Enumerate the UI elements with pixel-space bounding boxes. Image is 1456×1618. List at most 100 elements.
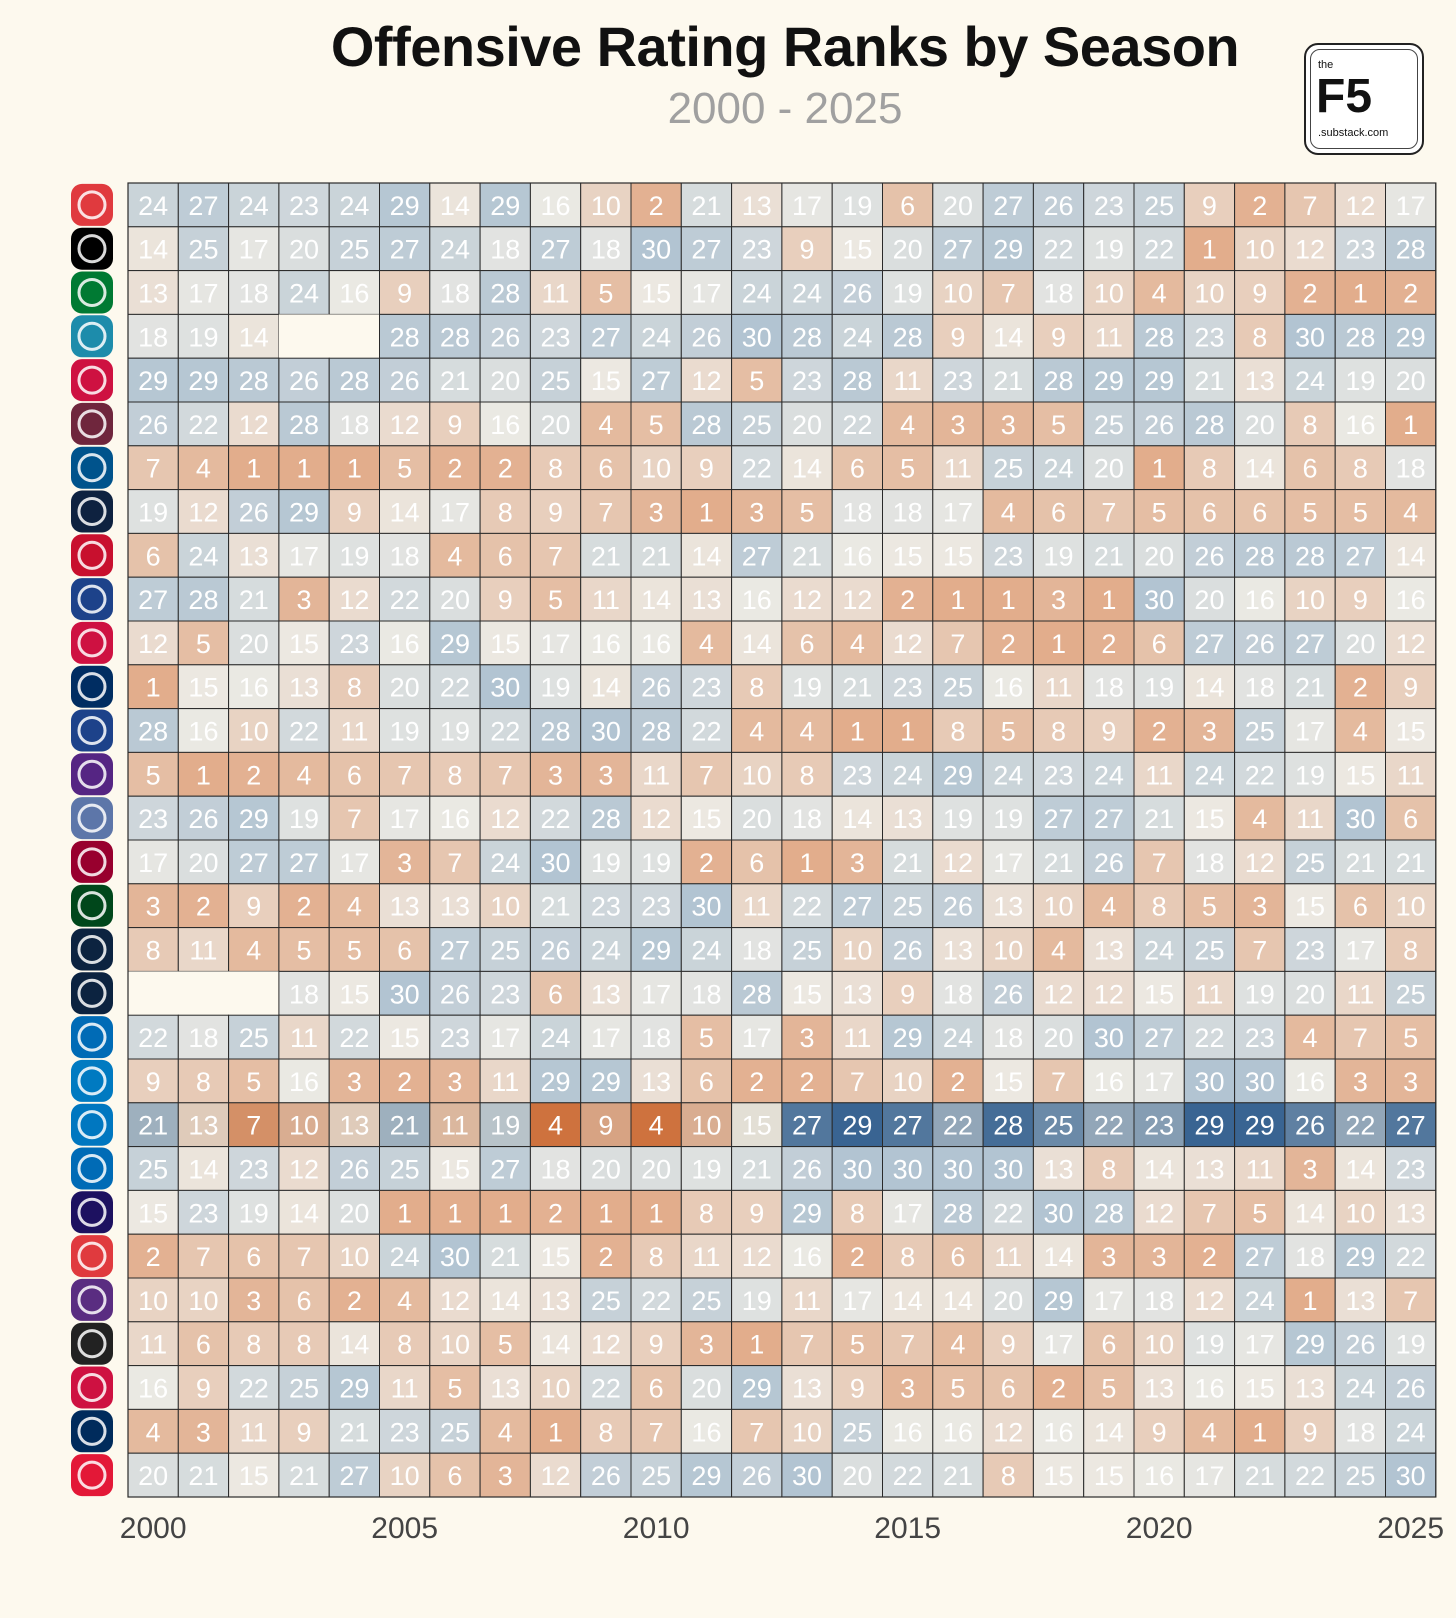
heatmap-cell-label: 17 — [742, 1023, 772, 1053]
heatmap-cell-label: 12 — [691, 366, 721, 396]
heatmap-cell-label: 7 — [548, 541, 563, 571]
heatmap-cell — [580, 1014, 632, 1060]
heatmap-cell-label: 9 — [1001, 1330, 1016, 1360]
heatmap-cell — [1284, 1189, 1336, 1235]
heatmap-cell — [529, 226, 582, 272]
heatmap-cell-label: 19 — [1094, 235, 1124, 265]
heatmap-cell — [932, 1102, 984, 1148]
heatmap-cell — [1083, 576, 1135, 622]
heatmap-cell-label: 22 — [440, 673, 470, 703]
heatmap-cell-label: 20 — [691, 1374, 721, 1404]
heatmap-cell — [228, 839, 280, 885]
heatmap-cell-label: 6 — [146, 541, 161, 571]
heatmap-cell — [831, 532, 884, 578]
heatmap-cell-label: 5 — [1101, 1374, 1116, 1404]
heatmap-cell — [1385, 1277, 1437, 1323]
heatmap-cell-label: 3 — [397, 848, 412, 878]
heatmap-cell-label: 13 — [993, 892, 1023, 922]
heatmap-cell-label: 11 — [894, 366, 922, 396]
heatmap-cell — [1385, 357, 1437, 403]
heatmap-cell-label: 19 — [993, 804, 1023, 834]
heatmap-cell — [529, 883, 582, 929]
heatmap-cell-label: 1 — [699, 498, 714, 528]
heatmap-cell — [1183, 576, 1236, 622]
heatmap-cell — [1183, 1058, 1236, 1104]
heatmap-cell — [328, 970, 381, 1016]
heatmap-cell — [932, 313, 984, 359]
heatmap-cell-label: 21 — [188, 1461, 218, 1491]
heatmap-cell — [731, 839, 783, 885]
heatmap-cell-label: 2 — [850, 1242, 865, 1272]
heatmap-cell-label: 7 — [347, 804, 362, 834]
heatmap-cell-label: 13 — [440, 892, 470, 922]
heatmap-cell-label: 18 — [893, 498, 923, 528]
heatmap-cell-label: 24 — [490, 848, 520, 878]
heatmap-cell-label: 5 — [900, 454, 915, 484]
heatmap-cell — [882, 357, 934, 403]
heatmap-cell-label: 9 — [950, 322, 965, 352]
heatmap-cell-label: 30 — [1194, 1067, 1224, 1097]
heatmap-cell-label: 11 — [139, 1330, 167, 1360]
heatmap-cell — [781, 445, 833, 491]
heatmap-cell-label: 13 — [943, 936, 973, 966]
heatmap-cell — [1032, 1365, 1085, 1410]
heatmap-cell-label: 18 — [239, 279, 269, 309]
heatmap-cell-label: 22 — [1345, 1111, 1375, 1141]
heatmap-cell — [228, 1365, 280, 1410]
heatmap-cell-label: 23 — [1245, 1023, 1275, 1053]
heatmap-cell-label: 1 — [1152, 454, 1167, 484]
heatmap-cell-label: 1 — [447, 1198, 462, 1228]
heatmap-cell — [882, 1277, 934, 1323]
heatmap-cell-label: 16 — [1094, 1067, 1124, 1097]
heatmap-cell-label: 11 — [642, 760, 670, 790]
heatmap-cell — [1385, 795, 1437, 841]
heatmap-cell-label: 2 — [1152, 717, 1167, 747]
heatmap-cell-label: 7 — [1353, 1023, 1368, 1053]
heatmap-cell-label: 26 — [188, 804, 218, 834]
heatmap-cell-label: 11 — [1397, 760, 1425, 790]
heatmap-cell — [429, 1146, 481, 1191]
heatmap-cell-label: 21 — [1245, 1461, 1275, 1491]
heatmap-cell-label: 18 — [842, 498, 872, 528]
heatmap-cell-label: 15 — [138, 1198, 168, 1228]
heatmap-cell-label: 6 — [246, 1242, 261, 1272]
heatmap-cell — [680, 708, 733, 753]
heatmap-cell-label: 11 — [944, 454, 972, 484]
heatmap-cell-label: 9 — [196, 1374, 211, 1404]
heatmap-cell — [982, 1321, 1034, 1367]
heatmap-cell-label: 26 — [742, 1461, 772, 1491]
heatmap-cell — [429, 620, 481, 666]
heatmap-cell — [882, 795, 934, 841]
heatmap-cell — [882, 708, 934, 753]
heatmap-cell-label: 19 — [440, 717, 470, 747]
heatmap-cell-label: 22 — [893, 1461, 923, 1491]
heatmap-cell-label: 3 — [347, 1067, 362, 1097]
heatmap-cell-label: 19 — [339, 541, 369, 571]
heatmap-cell-label: 29 — [1396, 322, 1426, 352]
heatmap-cell — [781, 401, 833, 447]
heatmap-cell — [379, 357, 431, 403]
heatmap-cell-label: 28 — [842, 366, 872, 396]
heatmap-cell-label: 21 — [1094, 541, 1124, 571]
heatmap-cell — [1334, 532, 1386, 578]
heatmap-cell — [1234, 576, 1286, 622]
heatmap-cell — [1183, 182, 1236, 228]
heatmap-cell-label: 25 — [1144, 191, 1174, 221]
heatmap-cell-label: 26 — [893, 936, 923, 966]
heatmap-cell-label: 8 — [950, 717, 965, 747]
heatmap-cell — [379, 883, 431, 929]
heatmap-cell-label: 12 — [1044, 979, 1074, 1009]
heatmap-cell-label: 5 — [1152, 498, 1167, 528]
heatmap-cell-label: 22 — [490, 717, 520, 747]
heatmap-cell-label: 5 — [1051, 410, 1066, 440]
heatmap-cell-label: 29 — [188, 366, 218, 396]
heatmap-cell — [1183, 1321, 1236, 1367]
heatmap-cell — [278, 1146, 330, 1191]
heatmap-cell-label: 24 — [1295, 366, 1325, 396]
heatmap-cell-label: 24 — [893, 760, 923, 790]
heatmap-cell — [1385, 1233, 1437, 1279]
heatmap-cell-label: 12 — [1295, 235, 1325, 265]
heatmap-cell-label: 4 — [297, 760, 312, 790]
heatmap-cell-label: 25 — [239, 1023, 269, 1053]
heatmap-cell-label: 20 — [641, 1155, 671, 1185]
